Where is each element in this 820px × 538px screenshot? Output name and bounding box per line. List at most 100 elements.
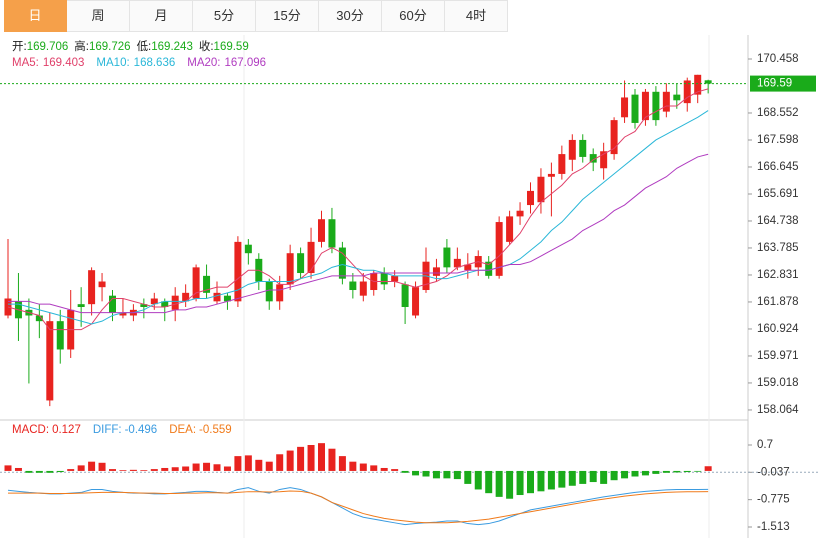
macd-bar bbox=[453, 470, 461, 480]
candle-body bbox=[412, 287, 420, 316]
macd-bar bbox=[88, 461, 96, 471]
period-tabs: 日周月 5分 15分 30分 60分 4时 bbox=[4, 0, 508, 32]
candle-body bbox=[35, 315, 43, 322]
candle-body bbox=[516, 210, 524, 217]
macd-bar bbox=[391, 469, 399, 471]
candle-body bbox=[621, 97, 629, 118]
macd-bar bbox=[527, 470, 534, 494]
candle-body bbox=[56, 321, 64, 350]
macd-bar bbox=[600, 470, 608, 484]
candle-body bbox=[673, 94, 681, 101]
period-tab[interactable]: 5分 bbox=[193, 0, 256, 32]
period-tab[interactable]: 周 bbox=[67, 0, 130, 32]
legend-name: DEA: bbox=[169, 424, 196, 436]
candle-body bbox=[4, 298, 12, 316]
macd-bar bbox=[349, 461, 357, 471]
legend-value: -0.559 bbox=[199, 424, 232, 436]
candle-body bbox=[119, 312, 127, 316]
y-tick-label: 162.831 bbox=[757, 269, 799, 281]
macd-bar bbox=[318, 443, 325, 471]
macd-bar bbox=[558, 470, 566, 488]
macd-bar bbox=[265, 461, 273, 471]
period-tab[interactable]: 日 bbox=[4, 0, 67, 32]
legend-value: 169.403 bbox=[43, 57, 85, 69]
legend-value: 167.096 bbox=[225, 57, 267, 69]
indicator-line bbox=[8, 110, 709, 325]
macd-bar bbox=[14, 467, 22, 471]
candle-body bbox=[77, 304, 85, 308]
y-tick-label: 164.738 bbox=[757, 215, 799, 227]
macd-bar bbox=[161, 467, 169, 471]
ohlc-label: 高: bbox=[74, 39, 89, 53]
y-tick-label: 168.552 bbox=[757, 107, 799, 119]
y-tick-label: -1.513 bbox=[757, 521, 790, 533]
period-tab[interactable]: 60分 bbox=[382, 0, 445, 32]
macd-bar bbox=[485, 470, 493, 494]
candle-body bbox=[46, 321, 54, 401]
macd-bar bbox=[662, 470, 670, 473]
macd-bar bbox=[589, 470, 597, 483]
macd-bar bbox=[98, 462, 106, 471]
macd-bar bbox=[683, 470, 691, 473]
candle-body bbox=[694, 74, 702, 95]
candle-body bbox=[453, 258, 461, 268]
last-price-label: 169.59 bbox=[757, 78, 792, 90]
macd-bar bbox=[109, 469, 116, 471]
y-tick-label: 163.785 bbox=[757, 242, 799, 254]
ohlc-value: 169.706 bbox=[27, 41, 69, 53]
macd-bar bbox=[223, 466, 231, 471]
candle-body bbox=[297, 253, 305, 274]
period-tab[interactable]: 4时 bbox=[445, 0, 508, 32]
y-tick-label: 165.691 bbox=[757, 188, 799, 200]
candle-body bbox=[568, 139, 576, 160]
macd-bar bbox=[77, 465, 85, 471]
candle-body bbox=[464, 264, 472, 271]
macd-bar bbox=[704, 466, 712, 471]
candle-body bbox=[286, 253, 294, 285]
candle-body bbox=[349, 281, 357, 291]
macd-bar bbox=[380, 467, 388, 471]
macd-bar bbox=[516, 470, 524, 496]
macd-bar bbox=[150, 469, 158, 471]
ohlc-header: 开:169.706 高:169.726 低:169.243 收:169.59 bbox=[12, 39, 249, 53]
candle-body bbox=[704, 80, 712, 84]
candle-body bbox=[485, 261, 493, 276]
macd-bar bbox=[171, 467, 179, 471]
candle-body bbox=[318, 219, 325, 242]
macd-bar bbox=[276, 454, 284, 471]
macd-bar bbox=[119, 470, 127, 471]
macd-bar bbox=[495, 470, 503, 497]
macd-bar bbox=[4, 465, 12, 471]
period-tab[interactable]: 15分 bbox=[256, 0, 319, 32]
macd-bar bbox=[568, 470, 576, 486]
candle-body bbox=[610, 120, 618, 155]
macd-bar bbox=[46, 470, 54, 473]
candle-body bbox=[338, 247, 346, 279]
macd-bar bbox=[338, 456, 346, 471]
macd-bar bbox=[192, 463, 200, 471]
macd-bar bbox=[673, 470, 681, 473]
candle-body bbox=[683, 80, 691, 104]
macd-bar bbox=[328, 448, 336, 471]
candle-body bbox=[652, 91, 660, 121]
period-tab[interactable]: 月 bbox=[130, 0, 193, 32]
ohlc-label: 收: bbox=[199, 39, 214, 53]
candle-body bbox=[328, 219, 336, 248]
candle-body bbox=[276, 284, 284, 302]
y-tick-label: 166.645 bbox=[757, 161, 799, 173]
y-tick-label: 159.018 bbox=[757, 377, 799, 389]
y-tick-label: 159.971 bbox=[757, 350, 799, 362]
indicator-line bbox=[8, 490, 709, 524]
macd-bar bbox=[412, 470, 420, 476]
macd-bar bbox=[537, 470, 545, 492]
period-tab[interactable]: 30分 bbox=[319, 0, 382, 32]
legend-value: -0.496 bbox=[125, 424, 158, 436]
candle-body bbox=[589, 154, 597, 163]
candle-body bbox=[203, 275, 211, 293]
y-tick-label: 160.924 bbox=[757, 323, 799, 335]
macd-bar bbox=[129, 469, 137, 471]
legend-name: MA5: bbox=[12, 57, 39, 69]
macd-bar bbox=[67, 469, 75, 471]
